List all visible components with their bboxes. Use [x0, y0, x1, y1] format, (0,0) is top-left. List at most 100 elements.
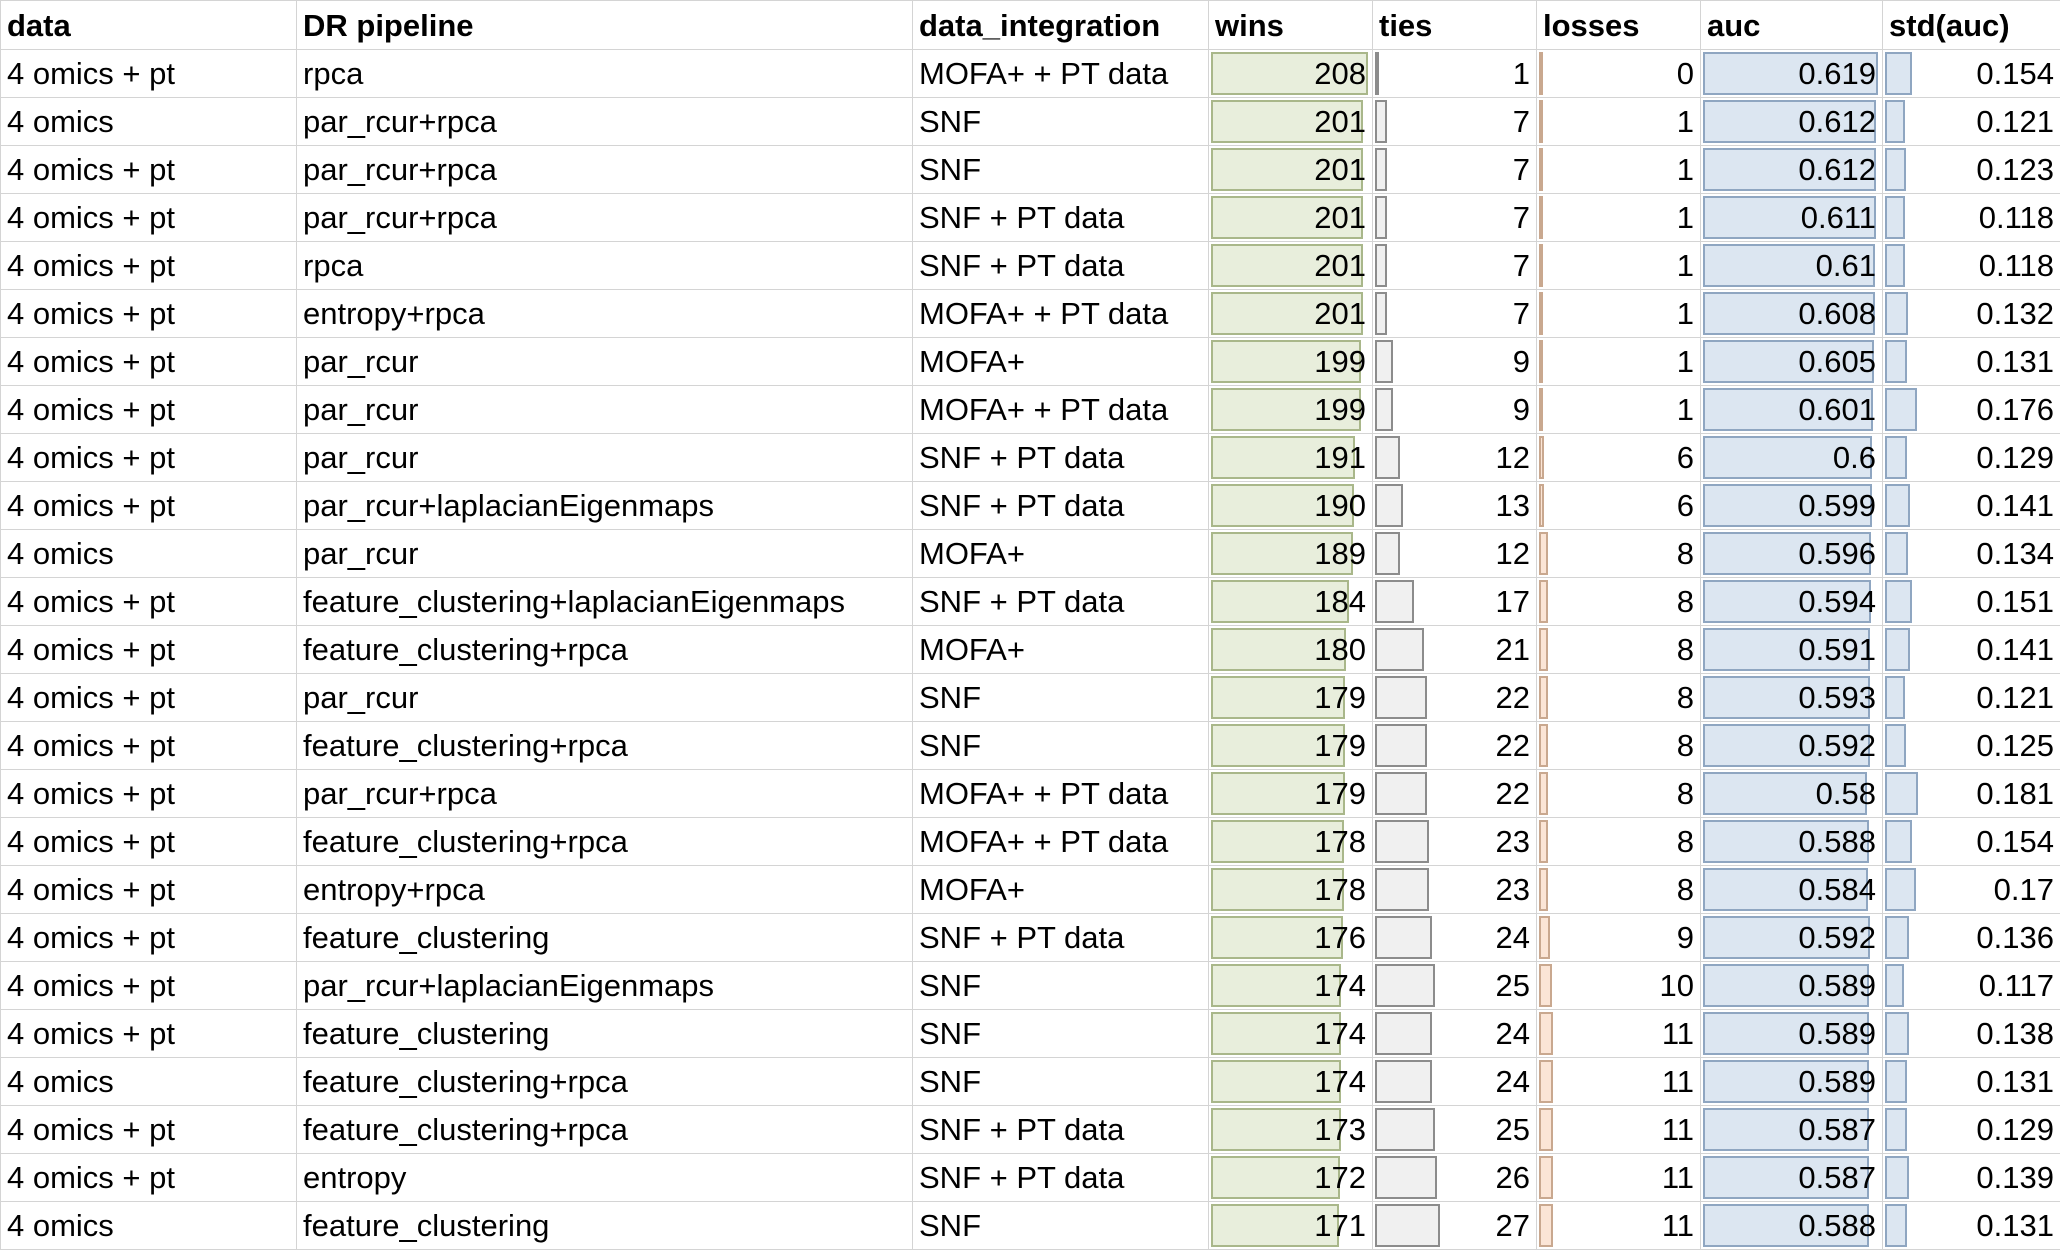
cell-ties[interactable]: 25 [1373, 962, 1537, 1010]
cell-losses[interactable]: 10 [1537, 962, 1701, 1010]
cell-losses[interactable]: 6 [1537, 482, 1701, 530]
cell-std-auc[interactable]: 0.134 [1883, 530, 2060, 578]
cell-data[interactable]: 4 omics + pt [1, 50, 297, 98]
cell-dr-pipeline[interactable]: par_rcur [297, 530, 913, 578]
cell-losses[interactable]: 1 [1537, 338, 1701, 386]
cell-data-integration[interactable]: SNF + PT data [913, 434, 1209, 482]
cell-auc[interactable]: 0.587 [1701, 1106, 1883, 1154]
cell-ties[interactable]: 22 [1373, 722, 1537, 770]
column-header-dr-pipeline[interactable]: DR pipeline [297, 1, 913, 50]
cell-losses[interactable]: 11 [1537, 1106, 1701, 1154]
cell-std-auc[interactable]: 0.123 [1883, 146, 2060, 194]
cell-data-integration[interactable]: MOFA+ [913, 626, 1209, 674]
cell-data-integration[interactable]: SNF [913, 722, 1209, 770]
cell-dr-pipeline[interactable]: rpca [297, 242, 913, 290]
cell-dr-pipeline[interactable]: par_rcur+laplacianEigenmaps [297, 482, 913, 530]
cell-auc[interactable]: 0.593 [1701, 674, 1883, 722]
cell-losses[interactable]: 1 [1537, 242, 1701, 290]
column-header-wins[interactable]: wins [1209, 1, 1373, 50]
cell-losses[interactable]: 9 [1537, 914, 1701, 962]
cell-losses[interactable]: 8 [1537, 626, 1701, 674]
cell-data-integration[interactable]: MOFA+ [913, 866, 1209, 914]
cell-auc[interactable]: 0.589 [1701, 1010, 1883, 1058]
cell-std-auc[interactable]: 0.141 [1883, 482, 2060, 530]
cell-dr-pipeline[interactable]: entropy+rpca [297, 866, 913, 914]
cell-ties[interactable]: 22 [1373, 674, 1537, 722]
cell-ties[interactable]: 7 [1373, 98, 1537, 146]
cell-data-integration[interactable]: SNF + PT data [913, 482, 1209, 530]
cell-data[interactable]: 4 omics [1, 1202, 297, 1250]
cell-std-auc[interactable]: 0.131 [1883, 1202, 2060, 1250]
cell-dr-pipeline[interactable]: feature_clustering+laplacianEigenmaps [297, 578, 913, 626]
cell-auc[interactable]: 0.61 [1701, 242, 1883, 290]
cell-data[interactable]: 4 omics + pt [1, 818, 297, 866]
cell-ties[interactable]: 24 [1373, 914, 1537, 962]
cell-dr-pipeline[interactable]: feature_clustering+rpca [297, 1058, 913, 1106]
cell-wins[interactable]: 178 [1209, 818, 1373, 866]
cell-dr-pipeline[interactable]: feature_clustering+rpca [297, 722, 913, 770]
cell-wins[interactable]: 179 [1209, 722, 1373, 770]
cell-wins[interactable]: 171 [1209, 1202, 1373, 1250]
cell-dr-pipeline[interactable]: feature_clustering+rpca [297, 626, 913, 674]
cell-std-auc[interactable]: 0.176 [1883, 386, 2060, 434]
cell-data-integration[interactable]: MOFA+ + PT data [913, 50, 1209, 98]
cell-ties[interactable]: 12 [1373, 434, 1537, 482]
cell-data-integration[interactable]: SNF + PT data [913, 1154, 1209, 1202]
cell-data-integration[interactable]: MOFA+ [913, 338, 1209, 386]
cell-std-auc[interactable]: 0.154 [1883, 50, 2060, 98]
cell-wins[interactable]: 208 [1209, 50, 1373, 98]
cell-auc[interactable]: 0.589 [1701, 962, 1883, 1010]
cell-data[interactable]: 4 omics + pt [1, 674, 297, 722]
cell-wins[interactable]: 190 [1209, 482, 1373, 530]
cell-dr-pipeline[interactable]: feature_clustering [297, 1202, 913, 1250]
cell-data[interactable]: 4 omics [1, 530, 297, 578]
cell-auc[interactable]: 0.594 [1701, 578, 1883, 626]
cell-auc[interactable]: 0.592 [1701, 914, 1883, 962]
cell-ties[interactable]: 27 [1373, 1202, 1537, 1250]
cell-wins[interactable]: 201 [1209, 146, 1373, 194]
cell-std-auc[interactable]: 0.129 [1883, 434, 2060, 482]
cell-wins[interactable]: 174 [1209, 962, 1373, 1010]
cell-losses[interactable]: 8 [1537, 722, 1701, 770]
cell-data[interactable]: 4 omics + pt [1, 1106, 297, 1154]
cell-dr-pipeline[interactable]: par_rcur [297, 386, 913, 434]
cell-ties[interactable]: 26 [1373, 1154, 1537, 1202]
cell-std-auc[interactable]: 0.139 [1883, 1154, 2060, 1202]
cell-data[interactable]: 4 omics + pt [1, 194, 297, 242]
cell-data-integration[interactable]: SNF + PT data [913, 242, 1209, 290]
cell-data[interactable]: 4 omics + pt [1, 146, 297, 194]
cell-data-integration[interactable]: MOFA+ + PT data [913, 386, 1209, 434]
cell-data[interactable]: 4 omics + pt [1, 482, 297, 530]
cell-std-auc[interactable]: 0.117 [1883, 962, 2060, 1010]
cell-auc[interactable]: 0.591 [1701, 626, 1883, 674]
cell-std-auc[interactable]: 0.181 [1883, 770, 2060, 818]
cell-data-integration[interactable]: SNF [913, 674, 1209, 722]
cell-data[interactable]: 4 omics + pt [1, 770, 297, 818]
cell-auc[interactable]: 0.599 [1701, 482, 1883, 530]
cell-losses[interactable]: 8 [1537, 866, 1701, 914]
cell-data-integration[interactable]: SNF + PT data [913, 194, 1209, 242]
cell-data[interactable]: 4 omics + pt [1, 914, 297, 962]
cell-data[interactable]: 4 omics + pt [1, 1154, 297, 1202]
column-header-std-auc[interactable]: std(auc) [1883, 1, 2060, 50]
cell-data-integration[interactable]: SNF [913, 146, 1209, 194]
cell-losses[interactable]: 8 [1537, 674, 1701, 722]
cell-std-auc[interactable]: 0.17 [1883, 866, 2060, 914]
cell-auc[interactable]: 0.587 [1701, 1154, 1883, 1202]
cell-data-integration[interactable]: SNF + PT data [913, 578, 1209, 626]
cell-auc[interactable]: 0.611 [1701, 194, 1883, 242]
cell-std-auc[interactable]: 0.121 [1883, 674, 2060, 722]
cell-std-auc[interactable]: 0.138 [1883, 1010, 2060, 1058]
cell-wins[interactable]: 172 [1209, 1154, 1373, 1202]
cell-auc[interactable]: 0.588 [1701, 1202, 1883, 1250]
cell-losses[interactable]: 11 [1537, 1202, 1701, 1250]
cell-losses[interactable]: 0 [1537, 50, 1701, 98]
cell-auc[interactable]: 0.596 [1701, 530, 1883, 578]
column-header-data[interactable]: data [1, 1, 297, 50]
cell-ties[interactable]: 7 [1373, 290, 1537, 338]
cell-ties[interactable]: 7 [1373, 146, 1537, 194]
cell-wins[interactable]: 179 [1209, 770, 1373, 818]
cell-dr-pipeline[interactable]: par_rcur [297, 338, 913, 386]
cell-auc[interactable]: 0.601 [1701, 386, 1883, 434]
cell-auc[interactable]: 0.588 [1701, 818, 1883, 866]
